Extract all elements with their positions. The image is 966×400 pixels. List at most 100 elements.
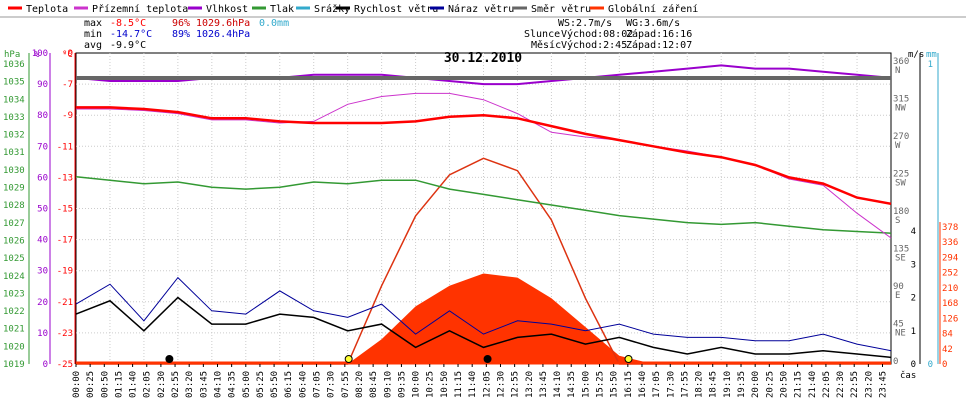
legend-label: Směr větru xyxy=(531,3,591,15)
stats-rain: 0.0mm xyxy=(259,18,289,29)
series-gust xyxy=(75,276,892,352)
x-tick-label: 11:40 xyxy=(468,371,478,398)
x-tick-label: 09:10 xyxy=(383,371,393,398)
x-tick-label: 12:30 xyxy=(496,371,506,398)
legend-label: Přízemní teplota xyxy=(92,3,188,15)
x-tick-label: 13:20 xyxy=(525,371,535,398)
dir-tick: 135 xyxy=(893,245,909,255)
sun-label: Slunce xyxy=(524,29,560,40)
legend: Teplota Přízemní teplota Vlhkost Tlak Srážky… xyxy=(0,3,966,18)
x-tick-label: 14:35 xyxy=(567,371,577,398)
series-pressure xyxy=(75,175,892,234)
dir-cardinal: E xyxy=(895,291,900,301)
pct-tick: 90 xyxy=(37,80,48,90)
x-tick-label: 02:30 xyxy=(157,371,167,398)
hpa-tick: 1029 xyxy=(3,184,25,194)
stats-min-label: min xyxy=(84,29,102,40)
moon-set: Západ:12:07 xyxy=(626,39,692,51)
stats-min-press: 1026.4hPa xyxy=(196,29,250,40)
info-block: max -8.5°C 96% 1029.6hPa 0.0mm min -14.7… xyxy=(84,18,692,66)
x-tick-label: 01:40 xyxy=(129,371,139,398)
celsius-tick: -19 xyxy=(57,267,73,277)
x-tick-label: 07:30 xyxy=(327,371,337,398)
wm2-tick: 84 xyxy=(942,330,953,340)
hpa-tick: 1030 xyxy=(3,166,25,176)
wind-ws: WS:2.7m/s xyxy=(558,18,612,29)
x-tick-label: 02:05 xyxy=(143,371,153,398)
x-tick-label: 20:25 xyxy=(765,371,775,398)
x-tick-label: 22:05 xyxy=(822,371,832,398)
x-tick-label: 10:25 xyxy=(426,371,436,398)
ms-axis-label: m/s xyxy=(908,50,924,60)
x-tick-label: 13:45 xyxy=(539,371,549,398)
x-tick-label: 10:00 xyxy=(412,371,422,398)
marker-moonrise xyxy=(165,355,174,363)
x-tick-label: 17:05 xyxy=(652,371,662,398)
legend-label: Tlak xyxy=(270,4,294,15)
x-tick-label: 17:55 xyxy=(680,371,690,398)
pct-tick: 80 xyxy=(37,111,48,121)
stats-max-press: 1029.6hPa xyxy=(196,18,250,29)
x-tick-label: 15:00 xyxy=(581,371,591,398)
hpa-tick: 1025 xyxy=(3,254,25,264)
pct-tick: 30 xyxy=(37,267,48,277)
hpa-axis-label: hPa xyxy=(4,50,20,60)
x-tick-label: 15:50 xyxy=(610,371,620,398)
legend-item: Tlak xyxy=(252,4,294,15)
x-tick-label: 21:40 xyxy=(808,371,818,398)
x-tick-label: 16:40 xyxy=(638,371,648,398)
legend-item: Náraz větru xyxy=(430,3,514,15)
pct-axis-label: % xyxy=(34,50,40,60)
ms-tick: 3 xyxy=(911,260,916,270)
sun-set: Západ:16:16 xyxy=(626,28,692,40)
wm2-tick: 336 xyxy=(942,238,958,248)
dir-cardinal: SE xyxy=(895,254,906,264)
grid xyxy=(75,52,892,365)
pct-tick: 100 xyxy=(32,49,48,59)
mm-axis-label: mm xyxy=(926,50,937,60)
stats-min-temp: -14.7°C xyxy=(110,29,152,40)
celsius-axis-label: °C xyxy=(62,50,73,60)
dir-tick: 315 xyxy=(893,95,909,105)
x-tick-label: 09:35 xyxy=(397,371,407,398)
legend-item: Přízemní teplota xyxy=(74,3,188,15)
pct-tick: 40 xyxy=(37,236,48,246)
legend-label: Globální záření xyxy=(608,3,698,15)
hpa-tick: 1023 xyxy=(3,289,25,299)
x-tick-label: 05:50 xyxy=(270,371,280,398)
x-tick-label: 06:40 xyxy=(298,371,308,398)
wm2-tick: 378 xyxy=(942,223,958,233)
x-tick-label: 03:20 xyxy=(185,371,195,398)
wind-wg: WG:3.6m/s xyxy=(626,18,680,29)
legend-label: Náraz větru xyxy=(448,3,514,15)
pct-tick: 10 xyxy=(37,329,48,339)
mm-tick: 0 xyxy=(928,360,933,370)
celsius-tick: -15 xyxy=(57,205,73,215)
pct-tick: 60 xyxy=(37,173,48,183)
x-tick-label: 00:00 xyxy=(72,371,82,398)
x-tick-label: 20:00 xyxy=(751,371,761,398)
x-tick-label: 00:50 xyxy=(100,371,110,398)
x-tick-label: 04:35 xyxy=(228,371,238,398)
legend-item: Globální záření xyxy=(590,3,698,15)
x-tick-label: 12:05 xyxy=(482,371,492,398)
dir-cardinal: S xyxy=(895,216,900,226)
x-tick-label: 08:20 xyxy=(355,371,365,398)
x-tick-label: 12:55 xyxy=(511,371,521,398)
hpa-tick: 1033 xyxy=(3,113,25,123)
x-tick-label: 00:25 xyxy=(86,371,96,398)
x-tick-label: 11:15 xyxy=(454,371,464,398)
dir-cardinal: SW xyxy=(895,179,906,189)
x-tick-label: 23:20 xyxy=(864,371,874,398)
x-tick-label: 17:30 xyxy=(666,371,676,398)
stats-avg-label: avg xyxy=(84,40,102,51)
legend-label: Teplota xyxy=(26,4,68,15)
hpa-tick: 1027 xyxy=(3,219,25,229)
hpa-tick: 1036 xyxy=(3,60,25,70)
x-tick-label: 23:45 xyxy=(879,371,889,398)
x-tick-label: 03:45 xyxy=(199,371,209,398)
x-tick-label: 18:20 xyxy=(695,371,705,398)
dir-tick: 225 xyxy=(893,170,909,180)
x-tick-label: 15:25 xyxy=(596,371,606,398)
